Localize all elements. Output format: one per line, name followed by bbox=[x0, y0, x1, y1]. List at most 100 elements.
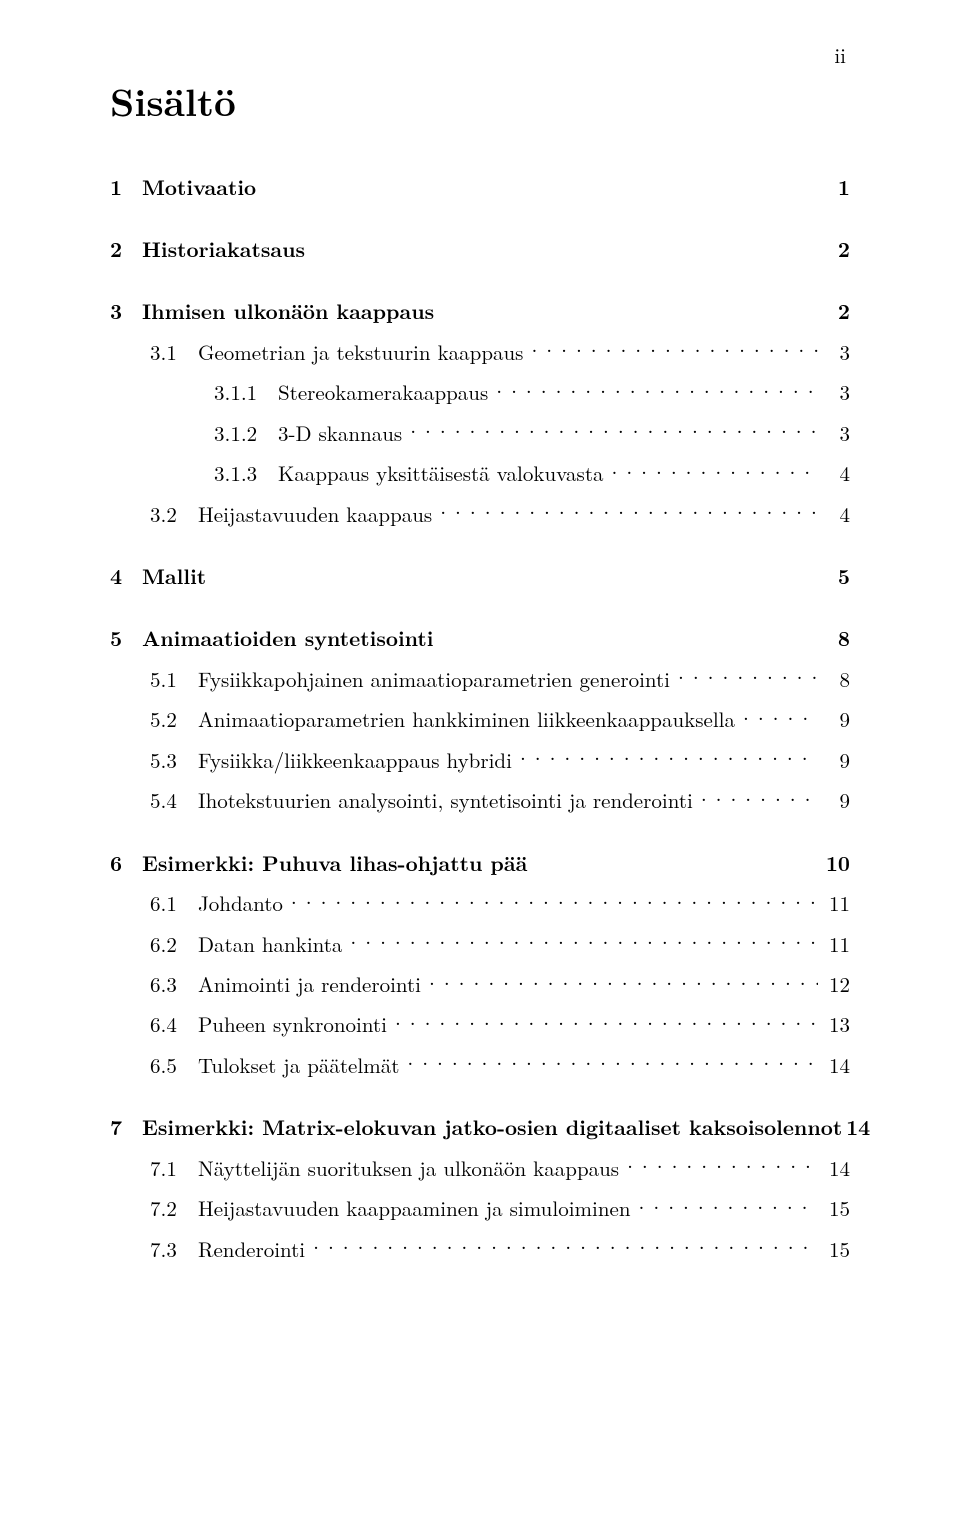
toc-entry-page: 14 bbox=[842, 1112, 870, 1142]
toc-leader-dots bbox=[701, 787, 818, 808]
toc-entry-number: 6 bbox=[110, 848, 142, 878]
toc-entry-chapter: 6Esimerkki: Puhuva lihas-ohjattu pää 10 bbox=[110, 848, 850, 878]
toc-entry-section: 6.3Animointi ja renderointi 12 bbox=[110, 969, 850, 999]
toc-entry-number: 7.2 bbox=[150, 1193, 198, 1223]
toc-entry-label: Fysiikkapohjainen animaatioparametrien g… bbox=[198, 664, 670, 694]
toc-entry-page: 5 bbox=[822, 561, 850, 591]
toc-entry-number: 6.2 bbox=[150, 929, 198, 959]
toc-entry-number: 5.3 bbox=[150, 745, 198, 775]
toc-entry-page: 14 bbox=[822, 1050, 850, 1080]
toc-entry-page: 12 bbox=[822, 969, 850, 999]
toc-entry-page: 9 bbox=[822, 704, 850, 734]
toc-entry-chapter: 1Motivaatio1 bbox=[110, 172, 850, 202]
toc-entry-label: Ihotekstuurien analysointi, syntetisoint… bbox=[198, 785, 693, 815]
toc-entry-label: Historiakatsaus bbox=[142, 234, 305, 264]
toc-entry-label: Animaatioiden syntetisointi bbox=[142, 623, 433, 653]
toc-entry-page: 9 bbox=[822, 745, 850, 775]
toc-entry-number: 5.2 bbox=[150, 704, 198, 734]
toc-entry-section: 5.4Ihotekstuurien analysointi, syntetiso… bbox=[110, 785, 850, 815]
toc-entry-page: 13 bbox=[822, 1009, 850, 1039]
toc-leader-dots bbox=[407, 1052, 818, 1073]
toc-entry-number: 3.1.2 bbox=[214, 418, 278, 448]
toc-entry-subsection: 3.1.1Stereokamerakaappaus 3 bbox=[110, 377, 850, 407]
toc-entry-label: Heijastavuuden kaappaaminen ja simuloimi… bbox=[198, 1193, 631, 1223]
toc-entry-page: 15 bbox=[822, 1234, 850, 1264]
toc-entry-number: 5 bbox=[110, 623, 142, 653]
toc-entry-number: 6.4 bbox=[150, 1009, 198, 1039]
toc-entry-label: Animaatioparametrien hankkiminen liikkee… bbox=[198, 704, 735, 734]
toc-entry-section: 7.1Näyttelijän suorituksen ja ulkonäön k… bbox=[110, 1153, 850, 1183]
toc-leader-dots bbox=[291, 890, 818, 911]
toc-entry-section: 6.4Puheen synkronointi 13 bbox=[110, 1009, 850, 1039]
toc-title: Sisältö bbox=[110, 74, 850, 129]
toc-leader-dots bbox=[531, 339, 818, 360]
toc-entry-page: 14 bbox=[822, 1153, 850, 1183]
toc-entry-page: 8 bbox=[822, 623, 850, 653]
toc-entry-number: 3.1 bbox=[150, 337, 198, 367]
toc-entry-label: Animointi ja renderointi bbox=[198, 969, 421, 999]
toc-entry-number: 3 bbox=[110, 296, 142, 326]
toc-entry-number: 2 bbox=[110, 234, 142, 264]
toc-entry-label: Tulokset ja päätelmät bbox=[198, 1050, 399, 1080]
toc-entry-number: 3.1.3 bbox=[214, 458, 278, 488]
toc-entry-label: Esimerkki: Matrix-elokuvan jatko-osien d… bbox=[142, 1112, 842, 1142]
toc-entry-chapter: 5Animaatioiden syntetisointi 8 bbox=[110, 623, 850, 653]
toc-container: 1Motivaatio12Historiakatsaus23Ihmisen ul… bbox=[110, 172, 850, 1265]
toc-entry-chapter: 3Ihmisen ulkonäön kaappaus2 bbox=[110, 296, 850, 326]
toc-entry-label: 3-D skannaus bbox=[278, 418, 402, 448]
toc-entry-page: 3 bbox=[822, 337, 850, 367]
toc-entry-page: 4 bbox=[822, 499, 850, 529]
toc-entry-label: Näyttelijän suorituksen ja ulkonäön kaap… bbox=[198, 1153, 619, 1183]
toc-entry-label: Fysiikka/liikkeenkaappaus hybridi bbox=[198, 745, 512, 775]
toc-leader-dots bbox=[313, 1236, 818, 1257]
toc-entry-subsection: 3.1.23-D skannaus 3 bbox=[110, 418, 850, 448]
toc-entry-section: 6.2Datan hankinta 11 bbox=[110, 929, 850, 959]
toc-entry-label: Mallit bbox=[142, 561, 206, 591]
toc-entry-label: Heijastavuuden kaappaus bbox=[198, 499, 432, 529]
toc-entry-number: 7.1 bbox=[150, 1153, 198, 1183]
toc-entry-page: 3 bbox=[822, 418, 850, 448]
toc-entry-number: 7 bbox=[110, 1112, 142, 1142]
toc-entry-chapter: 4Mallit 5 bbox=[110, 561, 850, 591]
toc-entry-number: 5.1 bbox=[150, 664, 198, 694]
toc-leader-dots bbox=[410, 420, 818, 441]
toc-entry-number: 5.4 bbox=[150, 785, 198, 815]
toc-leader-dots bbox=[440, 501, 818, 522]
toc-entry-number: 6.3 bbox=[150, 969, 198, 999]
toc-entry-page: 2 bbox=[822, 296, 850, 326]
toc-entry-section: 5.2Animaatioparametrien hankkiminen liik… bbox=[110, 704, 850, 734]
toc-entry-number: 7.3 bbox=[150, 1234, 198, 1264]
toc-entry-section: 7.2Heijastavuuden kaappaaminen ja simulo… bbox=[110, 1193, 850, 1223]
toc-entry-chapter: 2Historiakatsaus2 bbox=[110, 234, 850, 264]
toc-entry-page: 15 bbox=[822, 1193, 850, 1223]
toc-entry-page: 2 bbox=[822, 234, 850, 264]
toc-entry-subsection: 3.1.3Kaappaus yksittäisestä valokuvasta4 bbox=[110, 458, 850, 488]
toc-entry-number: 6.5 bbox=[150, 1050, 198, 1080]
toc-entry-label: Stereokamerakaappaus bbox=[278, 377, 488, 407]
toc-entry-number: 1 bbox=[110, 172, 142, 202]
toc-entry-page: 11 bbox=[822, 929, 850, 959]
toc-entry-section: 5.1Fysiikkapohjainen animaatioparametrie… bbox=[110, 664, 850, 694]
toc-entry-page: 3 bbox=[822, 377, 850, 407]
toc-leader-dots bbox=[350, 931, 818, 952]
toc-entry-label: Puheen synkronointi bbox=[198, 1009, 387, 1039]
toc-entry-label: Geometrian ja tekstuurin kaappaus bbox=[198, 337, 523, 367]
toc-entry-label: Renderointi bbox=[198, 1234, 305, 1264]
toc-leader-dots bbox=[429, 971, 818, 992]
toc-entry-number: 3.2 bbox=[150, 499, 198, 529]
toc-entry-label: Johdanto bbox=[198, 888, 283, 918]
toc-entry-section: 6.1Johdanto11 bbox=[110, 888, 850, 918]
toc-entry-page: 9 bbox=[822, 785, 850, 815]
toc-leader-dots bbox=[395, 1011, 818, 1032]
page-number-roman: ii bbox=[110, 40, 850, 70]
toc-entry-page: 4 bbox=[822, 458, 850, 488]
toc-entry-label: Esimerkki: Puhuva lihas-ohjattu pää bbox=[142, 848, 527, 878]
toc-entry-number: 4 bbox=[110, 561, 142, 591]
toc-entry-page: 11 bbox=[822, 888, 850, 918]
toc-entry-label: Motivaatio bbox=[142, 172, 256, 202]
toc-entry-number: 3.1.1 bbox=[214, 377, 278, 407]
toc-entry-page: 10 bbox=[822, 848, 850, 878]
toc-leader-dots bbox=[520, 747, 818, 768]
toc-entry-label: Datan hankinta bbox=[198, 929, 342, 959]
toc-entry-section: 7.3Renderointi 15 bbox=[110, 1234, 850, 1264]
